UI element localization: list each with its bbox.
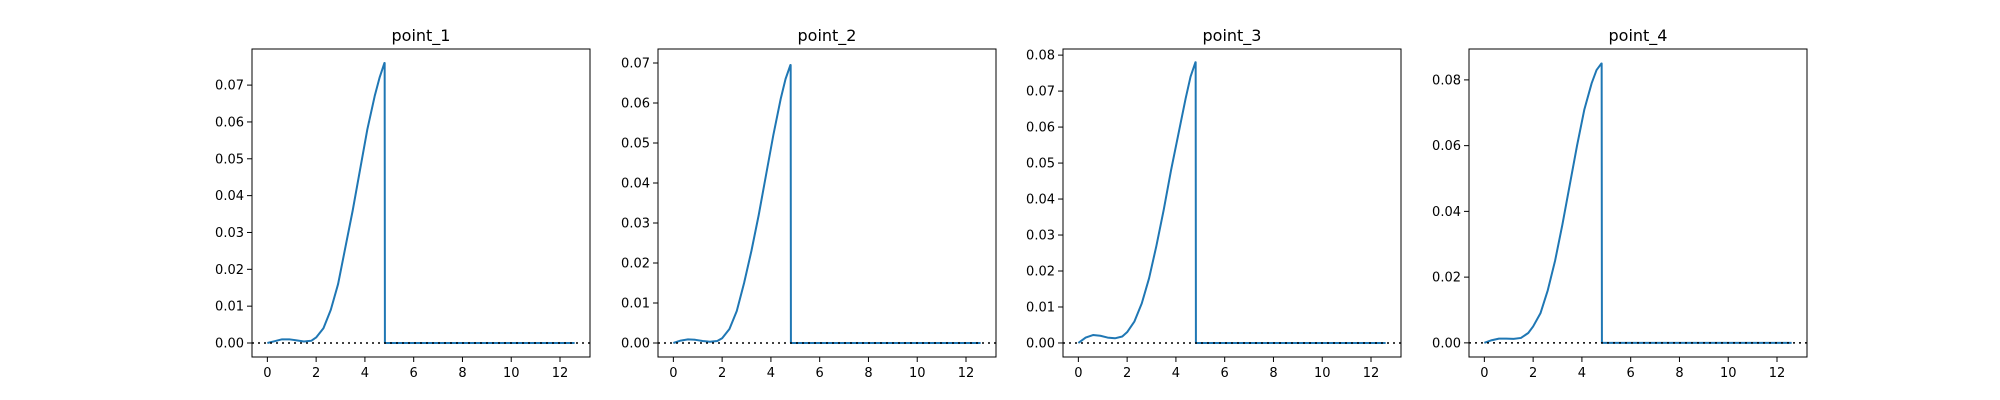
y-tick-label: 0.03 bbox=[215, 226, 244, 241]
x-tick-label: 0 bbox=[669, 366, 677, 381]
x-tick-label: 2 bbox=[312, 366, 320, 381]
x-tick-label: 2 bbox=[1529, 366, 1537, 381]
chart-title: point_1 bbox=[392, 26, 451, 46]
y-tick-label: 0.06 bbox=[1026, 121, 1055, 136]
chart-panel-3: point_3 0 2 4 6 8 10 12 0.00 0.01 0.02 0.03 0.04 0.05… bbox=[1026, 26, 1402, 381]
y-tick-label: 0.03 bbox=[621, 217, 650, 232]
y-tick-label: 0.07 bbox=[621, 57, 650, 72]
x-tick-label: 12 bbox=[552, 366, 569, 381]
chart-title: point_2 bbox=[798, 26, 857, 46]
y-tick-label: 0.04 bbox=[1026, 193, 1055, 208]
series-line bbox=[673, 64, 981, 344]
y-tick-label: 0.08 bbox=[1026, 49, 1055, 64]
x-tick-label: 0 bbox=[1480, 366, 1488, 381]
x-tick-label: 4 bbox=[361, 366, 369, 381]
y-tick-label: 0.00 bbox=[215, 337, 244, 352]
y-tick-label: 0.02 bbox=[1026, 265, 1055, 280]
y-tick-label: 0.06 bbox=[1432, 139, 1461, 154]
y-tick-label: 0.08 bbox=[1432, 73, 1461, 88]
y-tick-label: 0.02 bbox=[1432, 271, 1461, 286]
y-tick-label: 0.05 bbox=[1026, 157, 1055, 172]
x-tick-label: 6 bbox=[1221, 366, 1229, 381]
x-tick-label: 10 bbox=[1720, 366, 1737, 381]
plot-frame bbox=[1468, 48, 1808, 358]
y-tick-label: 0.07 bbox=[215, 79, 244, 94]
y-tick-label: 0.05 bbox=[215, 152, 244, 167]
chart-panel-4: point_4 0 2 4 6 8 10 12 0.00 0.02 0.04 0.06 0.08 bbox=[1432, 26, 1808, 381]
plot-frame bbox=[1062, 48, 1402, 358]
x-tick-label: 6 bbox=[816, 366, 824, 381]
chart-title: point_3 bbox=[1203, 26, 1262, 46]
y-tick-label: 0.00 bbox=[621, 337, 650, 352]
y-tick-label: 0.00 bbox=[1432, 336, 1461, 351]
y-tick-label: 0.04 bbox=[621, 177, 650, 192]
x-tick-label: 12 bbox=[1363, 366, 1380, 381]
x-tick-label: 4 bbox=[1578, 366, 1586, 381]
y-tick-label: 0.06 bbox=[621, 97, 650, 112]
chart-panel-2: point_2 0 2 4 6 8 10 12 0.00 0.01 0.02 0.03 0.04 0.05… bbox=[621, 26, 997, 381]
x-tick-label: 10 bbox=[503, 366, 520, 381]
x-tick-label: 8 bbox=[1675, 366, 1683, 381]
x-tick-label: 4 bbox=[1172, 366, 1180, 381]
y-tick-label: 0.04 bbox=[1432, 205, 1461, 220]
series-line bbox=[1077, 61, 1386, 344]
y-tick-label: 0.05 bbox=[621, 137, 650, 152]
plot-frame bbox=[251, 48, 591, 358]
y-tick-label: 0.01 bbox=[1026, 300, 1055, 315]
x-tick-label: 8 bbox=[458, 366, 466, 381]
x-tick-label: 10 bbox=[1314, 366, 1331, 381]
x-tick-label: 12 bbox=[958, 366, 975, 381]
x-tick-label: 6 bbox=[1627, 366, 1635, 381]
x-tick-label: 8 bbox=[864, 366, 872, 381]
y-tick-label: 0.02 bbox=[621, 257, 650, 272]
x-tick-label: 0 bbox=[263, 366, 271, 381]
x-tick-label: 4 bbox=[767, 366, 775, 381]
x-tick-label: 0 bbox=[1074, 366, 1082, 381]
series-line bbox=[1484, 62, 1792, 344]
x-tick-label: 10 bbox=[909, 366, 926, 381]
plot-frame bbox=[657, 48, 997, 358]
y-tick-label: 0.06 bbox=[215, 115, 244, 130]
y-tick-label: 0.02 bbox=[215, 263, 244, 278]
y-tick-label: 0.03 bbox=[1026, 229, 1055, 244]
x-tick-label: 2 bbox=[1123, 366, 1131, 381]
y-tick-label: 0.01 bbox=[215, 300, 244, 315]
chart-panel-1: point_1 0 2 4 6 8 10 12 0.00 0.01 0.02 0.03 0.04 0.05… bbox=[215, 26, 591, 381]
series-line bbox=[267, 62, 575, 344]
x-tick-label: 12 bbox=[1769, 366, 1786, 381]
y-tick-label: 0.00 bbox=[1026, 336, 1055, 351]
y-tick-label: 0.01 bbox=[621, 297, 650, 312]
x-tick-label: 6 bbox=[410, 366, 418, 381]
y-tick-label: 0.07 bbox=[1026, 85, 1055, 100]
x-tick-label: 8 bbox=[1269, 366, 1277, 381]
chart-title: point_4 bbox=[1609, 26, 1668, 46]
y-tick-label: 0.04 bbox=[215, 189, 244, 204]
x-tick-label: 2 bbox=[718, 366, 726, 381]
